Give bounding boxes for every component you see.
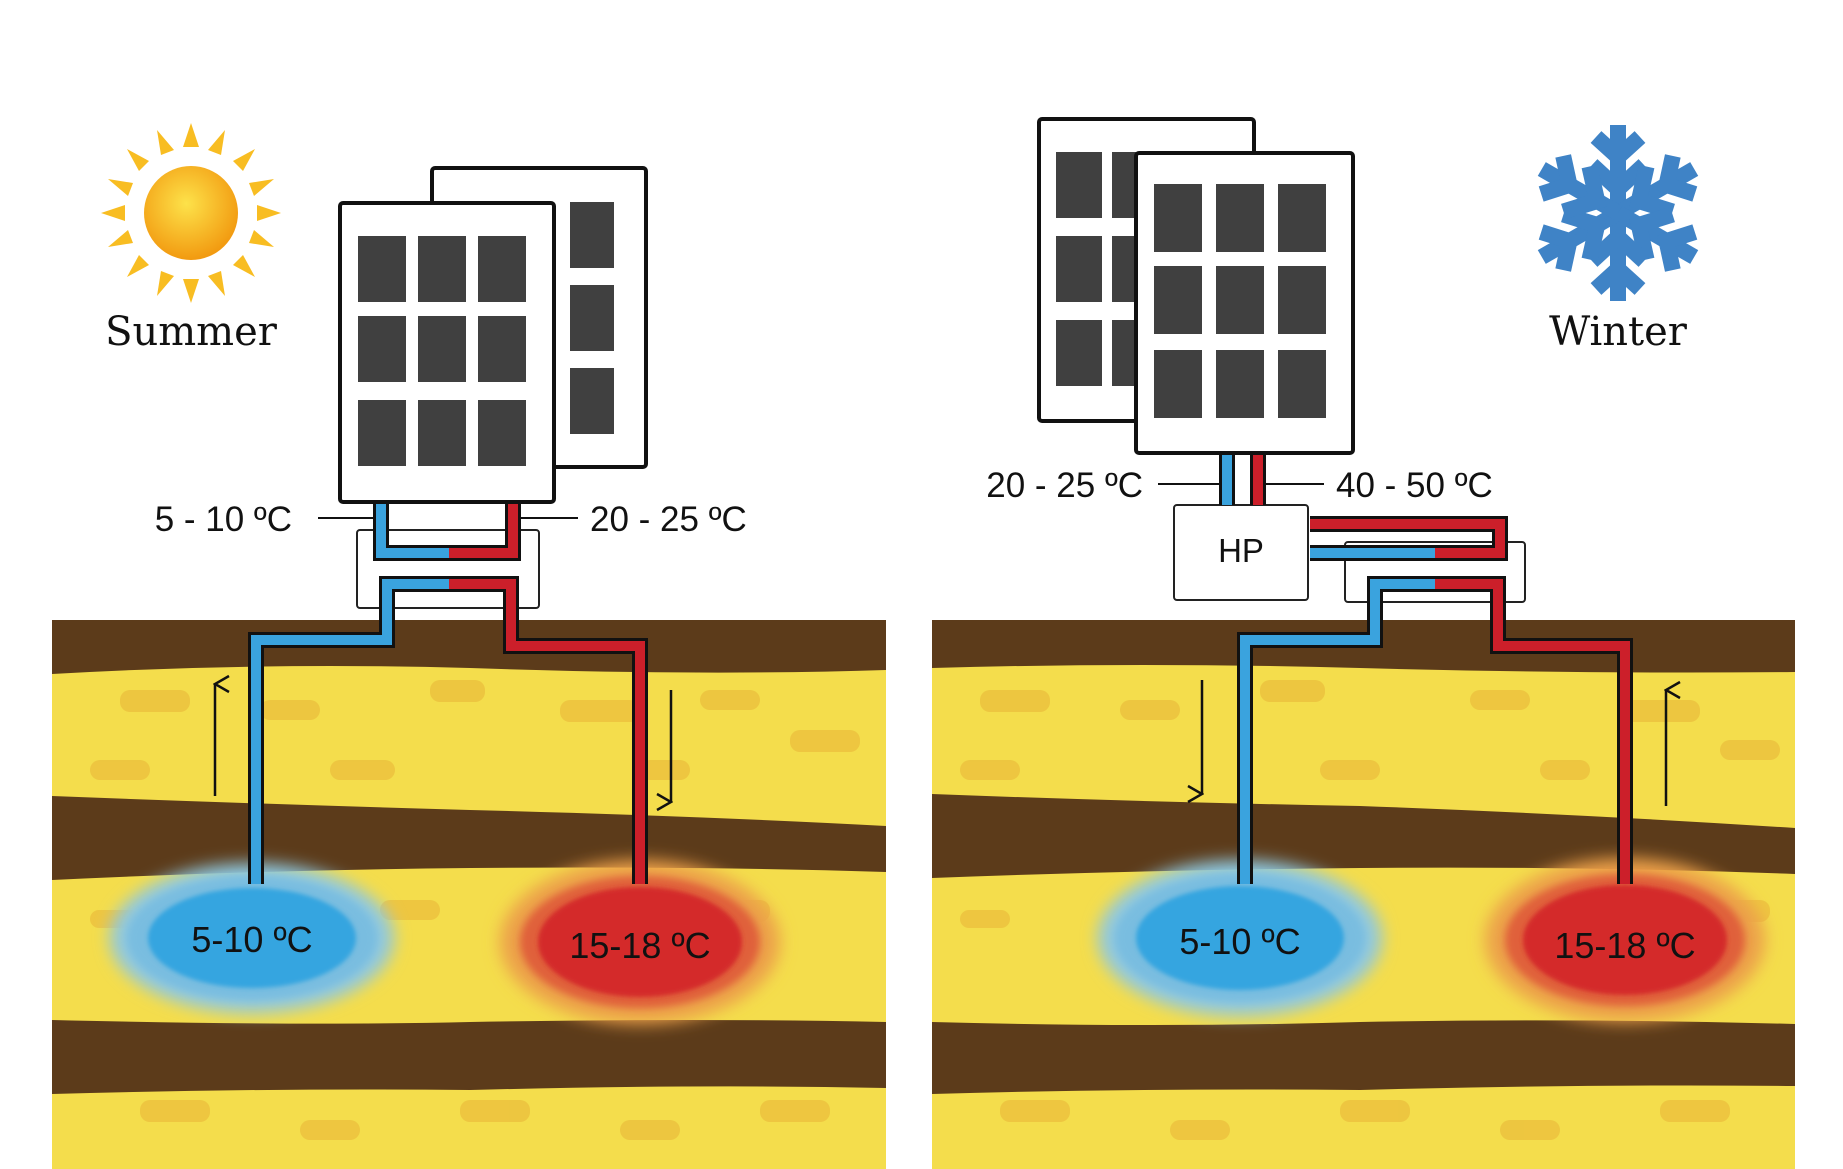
winter-cold-reservoir <box>1098 860 1382 1016</box>
heat-pump <box>1173 504 1309 601</box>
winter-label: Winter <box>1549 309 1688 355</box>
summer-panel-cold-temp: 5 - 10 ºC <box>155 500 292 539</box>
summer-cold-reservoir-temp: 5-10 ºC <box>191 919 312 960</box>
winter-panel: 5-10 ºC 15-18 ºC HP <box>932 117 1795 1169</box>
winter-cold-pipe <box>1237 545 1435 884</box>
summer-solar-panel-front <box>338 201 556 504</box>
sun-icon <box>101 123 281 303</box>
summer-panel-hot-temp: 20 - 25 ºC <box>590 500 747 539</box>
winter-warm-reservoir-temp: 15-18 ºC <box>1554 925 1695 966</box>
winter-panel-pipes <box>1219 453 1266 505</box>
winter-panel-cold-temp: 20 - 25 ºC <box>986 466 1143 505</box>
summer-panel: 5-10 ºC 15-18 ºC <box>52 123 886 1169</box>
summer-cold-pipe <box>248 503 449 884</box>
summer-hot-pipe <box>449 503 648 884</box>
summer-label: Summer <box>105 309 278 355</box>
winter-panel-hot-temp: 40 - 50 ºC <box>1336 466 1493 505</box>
winter-solar-panel-front <box>1134 151 1355 455</box>
winter-hot-pipe <box>1310 516 1633 884</box>
summer-clay-layer-3 <box>52 1020 886 1094</box>
summer-warm-reservoir <box>500 860 780 1024</box>
summer-cold-reservoir <box>110 863 394 1013</box>
heat-pump-label: HP <box>1218 532 1264 569</box>
summer-clay-layer-1 <box>52 620 886 674</box>
snowflake-icon <box>1529 125 1707 301</box>
winter-warm-reservoir <box>1485 858 1765 1022</box>
winter-cold-reservoir-temp: 5-10 ºC <box>1179 921 1300 962</box>
winter-clay-layer-2 <box>932 794 1795 878</box>
winter-ground <box>932 620 1795 1169</box>
winter-clay-layer-3 <box>932 1020 1795 1094</box>
summer-warm-reservoir-temp: 15-18 ºC <box>569 925 710 966</box>
